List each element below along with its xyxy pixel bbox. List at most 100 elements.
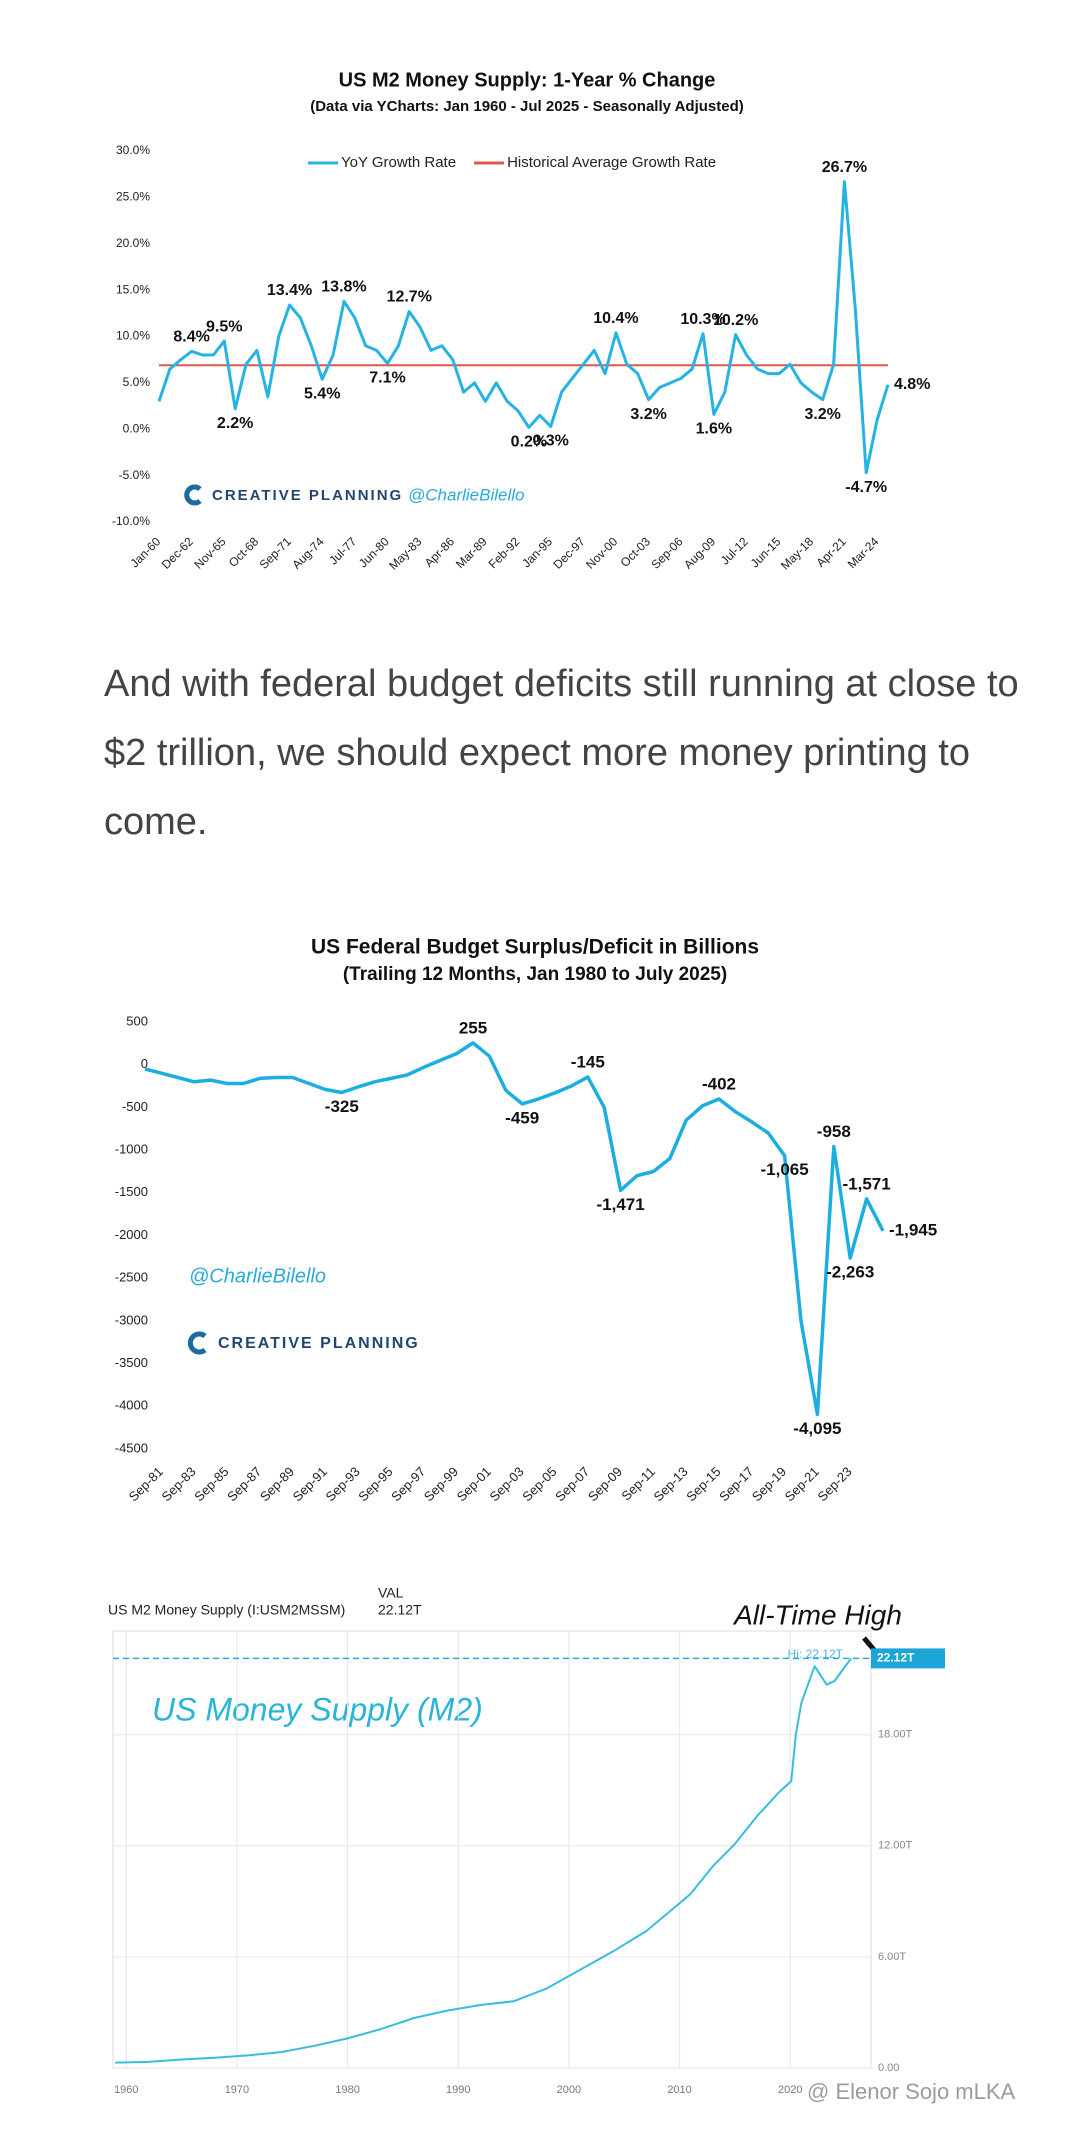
x-tick-label: Jun-15	[748, 534, 784, 570]
x-tick-label: Jun-80	[356, 534, 392, 570]
x-tick-label: Sep-17	[716, 1464, 756, 1504]
value-label: 0.3%	[532, 433, 568, 450]
value-label: 255	[459, 1018, 487, 1037]
x-tick-label: 1980	[335, 2084, 359, 2096]
x-tick-label: Jul-12	[718, 534, 751, 567]
handle: @CharlieBilello	[189, 1265, 326, 1287]
x-tick-label: Aug-74	[289, 534, 326, 571]
x-tick-label: Sep-97	[388, 1464, 428, 1504]
value-label: 13.8%	[321, 278, 366, 295]
value-label: 26.7%	[822, 159, 867, 176]
y-tick-label: -1500	[115, 1184, 148, 1199]
value-label: 10.4%	[593, 310, 638, 327]
x-tick-label: Sep-91	[290, 1464, 330, 1504]
value-label: 13.4%	[267, 282, 312, 299]
watermark: @ Elenor Sojo mLKA	[807, 2079, 1016, 2104]
x-tick-label: Dec-97	[550, 534, 587, 571]
x-tick-label: Mar-89	[453, 534, 490, 571]
value-label: 7.1%	[369, 370, 405, 387]
x-tick-label: Sep-23	[815, 1464, 855, 1504]
value-label: -1,065	[760, 1160, 808, 1179]
legend-label: YoY Growth Rate	[341, 154, 456, 171]
y-tick-label: 30.0%	[116, 143, 150, 157]
value-label: -1,471	[596, 1195, 644, 1214]
brand: CREATIVE PLANNING	[212, 487, 403, 504]
high-label: Hi: 22.12T	[788, 1647, 844, 1661]
y-tick-label: 5.0%	[123, 375, 151, 389]
x-tick-label: Sep-95	[355, 1464, 395, 1504]
chart-title: US Money Supply (M2)	[152, 1691, 483, 1727]
y-tick-label: -2500	[115, 1270, 148, 1285]
x-tick-label: Sep-71	[257, 534, 294, 571]
value-label: 3.2%	[630, 406, 666, 423]
logo-icon	[184, 484, 202, 506]
value-label: -4.7%	[845, 479, 887, 496]
y-tick-label: -3500	[115, 1355, 148, 1370]
x-tick-label: Sep-85	[191, 1464, 231, 1504]
value-label: -459	[505, 1108, 539, 1127]
value-label: -1,945	[889, 1220, 937, 1239]
value-label: 3.2%	[804, 406, 840, 423]
x-tick-label: Sep-03	[487, 1464, 527, 1504]
logo-icon	[187, 1331, 207, 1355]
x-tick-label: Sep-19	[749, 1464, 789, 1504]
value-label: -4,095	[793, 1419, 841, 1438]
legend-label: Historical Average Growth Rate	[507, 154, 716, 171]
chart-header: US M2 Money Supply (I:USM2MSSM)	[108, 1602, 345, 1618]
series-line	[115, 1657, 852, 2064]
x-tick-label: 1970	[225, 2084, 249, 2096]
value-label: 0.2%	[511, 434, 547, 451]
y-tick-label: 0.0%	[123, 421, 151, 435]
x-tick-label: Sep-81	[126, 1464, 166, 1504]
x-tick-label: Nov-00	[583, 534, 620, 571]
value-label: 10.3%	[680, 311, 725, 328]
x-tick-label: Apr-86	[422, 534, 458, 570]
y-tick-label: 12.00T	[878, 1840, 913, 1852]
y-tick-label: -3000	[115, 1312, 148, 1327]
x-tick-label: Feb-92	[486, 534, 523, 571]
y-tick-label: -5.0%	[119, 468, 151, 482]
value-label: -2,263	[826, 1262, 874, 1281]
x-tick-label: May-83	[386, 534, 424, 572]
x-tick-label: May-18	[778, 534, 816, 572]
paragraph: And with federal budget deficits still r…	[104, 663, 1019, 843]
x-tick-label: Oct-68	[226, 534, 262, 570]
y-tick-label: -4000	[115, 1398, 148, 1413]
value-label: 9.5%	[206, 318, 242, 335]
x-tick-label: Jan-60	[128, 534, 164, 570]
x-tick-label: Jul-77	[326, 534, 359, 567]
y-tick-label: 20.0%	[116, 236, 150, 250]
x-tick-label: 1990	[446, 2084, 470, 2096]
value-header: VAL	[378, 1585, 404, 1601]
y-tick-label: 10.0%	[116, 329, 150, 343]
brand: CREATIVE PLANNING	[218, 1335, 420, 1352]
value-label: 5.4%	[304, 385, 340, 402]
x-tick-label: Sep-21	[782, 1464, 822, 1504]
x-tick-label: 2010	[667, 2084, 691, 2096]
y-tick-label: 15.0%	[116, 282, 150, 296]
value-label: 8.4%	[173, 329, 209, 346]
annotation: All-Time High	[732, 1599, 902, 1630]
y-tick-label: 0	[141, 1056, 148, 1071]
x-tick-label: Sep-11	[618, 1464, 658, 1504]
y-tick-label: 500	[126, 1013, 148, 1028]
x-tick-label: Jan-95	[519, 534, 555, 570]
x-tick-label: Dec-62	[159, 534, 196, 571]
chart-title: US M2 Money Supply: 1-Year % Change	[339, 69, 716, 91]
value-text: 22.12T	[378, 1602, 422, 1618]
x-tick-label: Oct-03	[618, 534, 654, 570]
x-tick-label: 1960	[114, 2084, 138, 2096]
x-tick-label: Sep-09	[585, 1464, 625, 1504]
value-label: -325	[325, 1097, 359, 1116]
y-tick-label: -500	[122, 1099, 148, 1114]
x-tick-label: Nov-65	[191, 534, 228, 571]
plot-area	[112, 1630, 872, 2069]
chart-title: US Federal Budget Surplus/Deficit in Bil…	[311, 936, 759, 959]
x-tick-label: Sep-99	[421, 1464, 461, 1504]
x-tick-label: Apr-21	[813, 534, 849, 570]
y-tick-label: -1000	[115, 1142, 148, 1157]
value-label: -1,571	[842, 1174, 890, 1193]
x-tick-label: Sep-07	[552, 1464, 592, 1504]
